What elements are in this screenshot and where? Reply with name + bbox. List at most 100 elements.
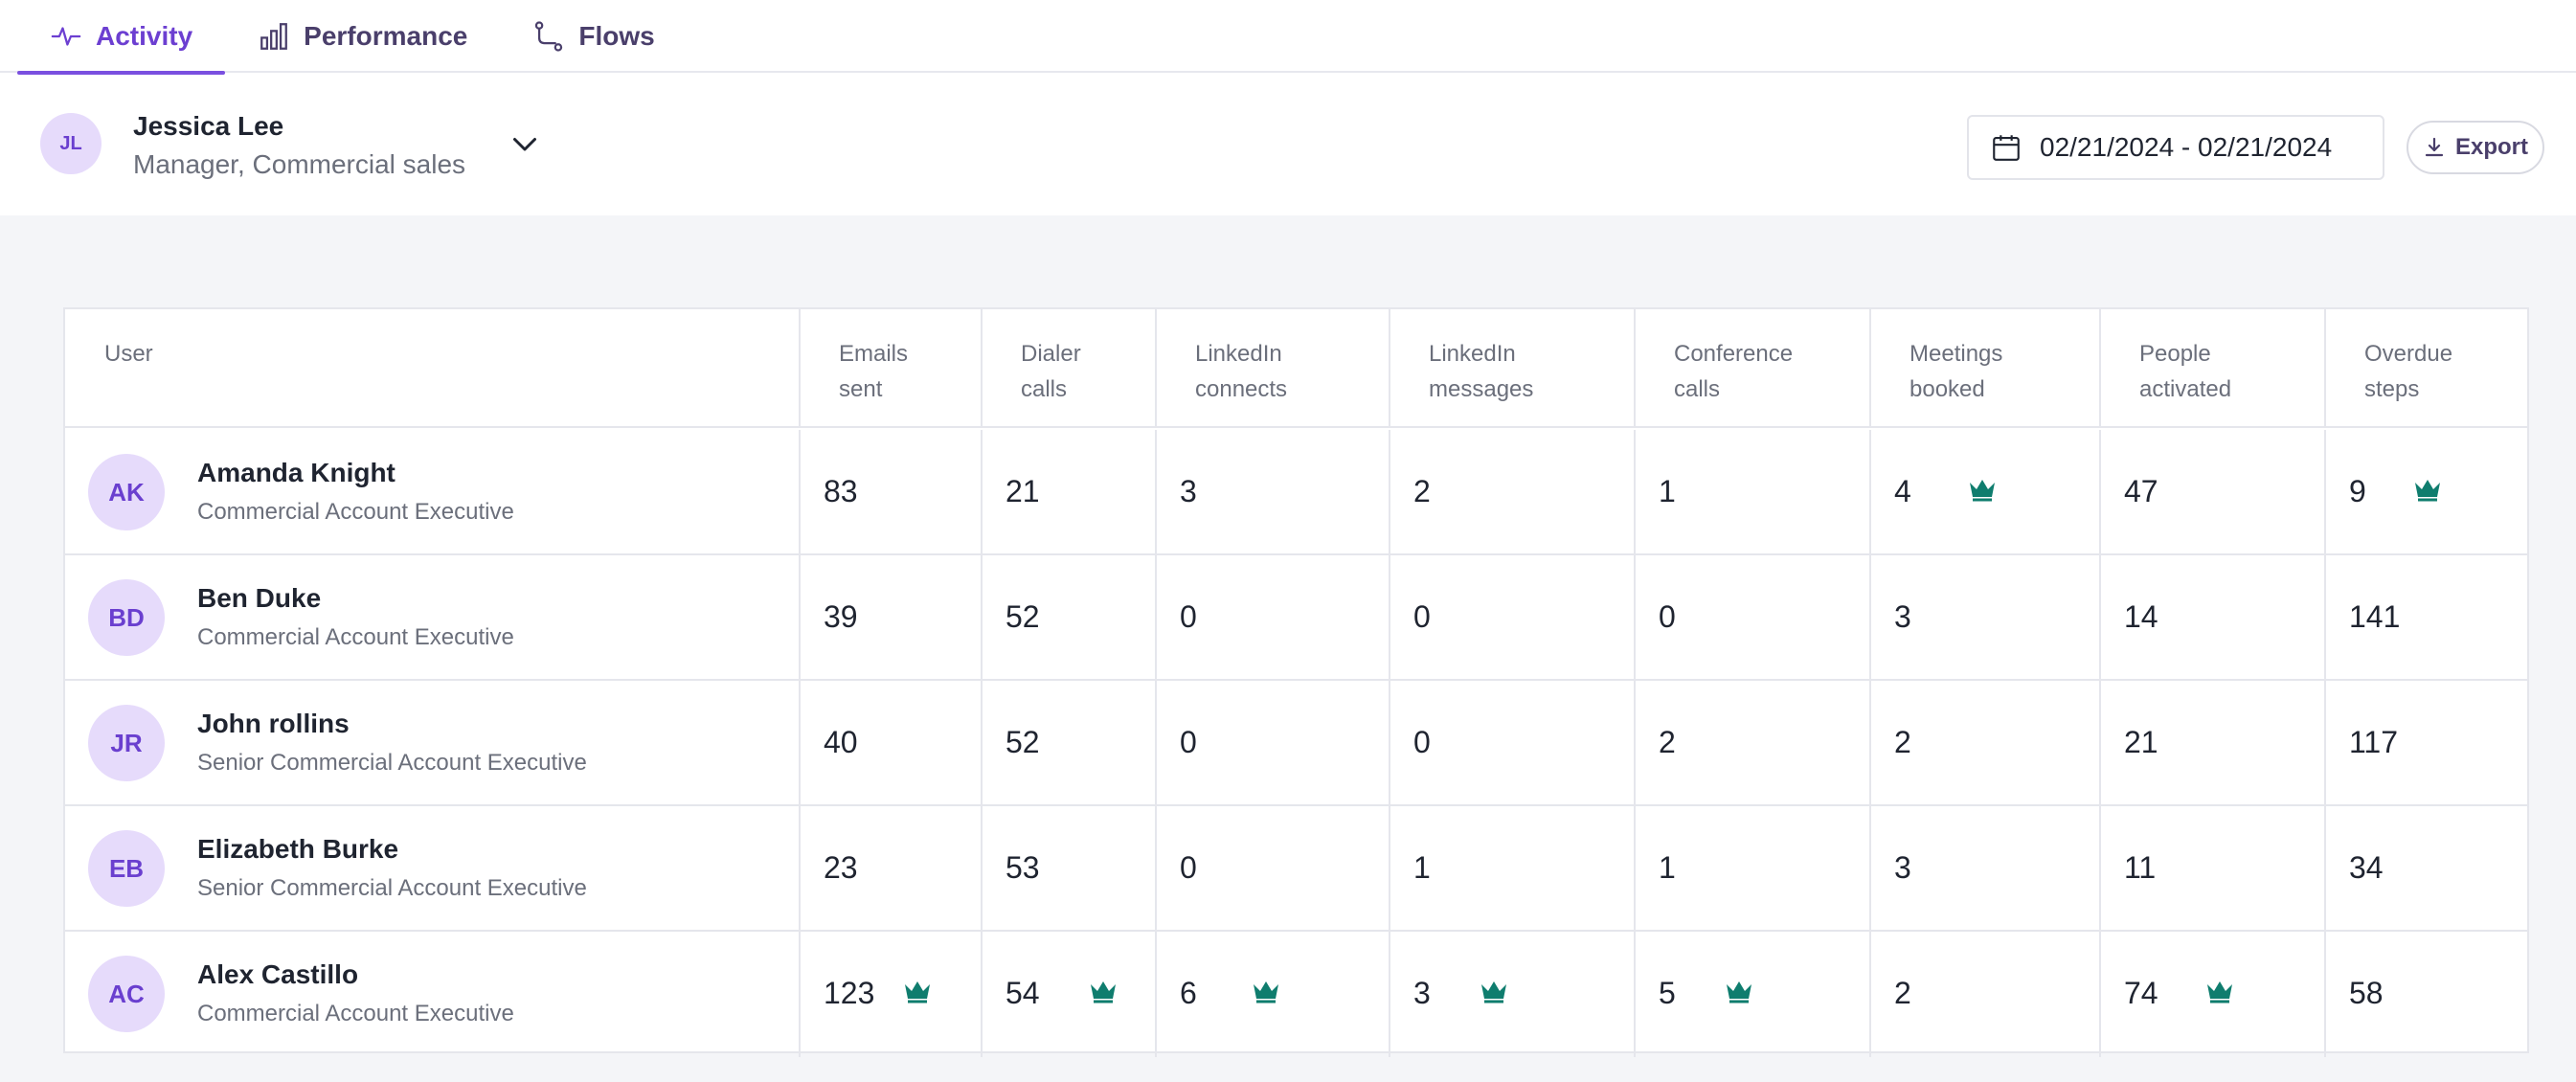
tab-label: Performance xyxy=(304,21,468,51)
tab-performance[interactable]: Performance xyxy=(225,0,500,73)
conference-calls-cell: 1 xyxy=(1636,430,1871,553)
crown-icon xyxy=(1970,480,1995,502)
user-cell: AC Alex Castillo Commercial Account Execut… xyxy=(65,932,801,1057)
crown-icon xyxy=(905,981,930,1003)
overdue-steps-cell: 141 xyxy=(2326,555,2527,679)
metric-value: 0 xyxy=(1180,725,1197,759)
table-row[interactable]: AC Alex Castillo Commercial Account Execut… xyxy=(65,932,2527,1057)
user-title: Commercial Account Executive xyxy=(197,624,514,650)
emails-sent-cell: 123 xyxy=(801,932,983,1057)
user-cell: BD Ben Duke Commercial Account Executive xyxy=(65,555,801,679)
user-cell: JR John rollins Senior Commercial Account … xyxy=(65,681,801,804)
metric-value: 2 xyxy=(1413,474,1431,508)
metric-value: 0 xyxy=(1180,850,1197,885)
conference-calls-cell: 5 xyxy=(1636,932,1871,1057)
meetings-booked-cell: 3 xyxy=(1871,806,2101,930)
metric-value: 21 xyxy=(1006,474,1040,508)
metric-value: 21 xyxy=(2124,725,2158,759)
column-header-label: People activated xyxy=(2139,341,2232,402)
dialer-calls-cell: 52 xyxy=(983,555,1157,679)
metric-value: 3 xyxy=(1894,599,1911,634)
metric-value: 2 xyxy=(1894,976,1911,1010)
metric-value: 0 xyxy=(1413,725,1431,759)
avatar: BD xyxy=(88,579,165,656)
metric-value: 14 xyxy=(2124,599,2158,634)
crown-icon xyxy=(1254,981,1278,1003)
metric-value: 4 xyxy=(1894,474,1911,508)
user-title: Commercial Account Executive xyxy=(197,499,514,525)
linkedin-connects-cell: 0 xyxy=(1157,555,1390,679)
metric-value: 83 xyxy=(824,474,858,508)
column-header-label: User xyxy=(104,341,153,367)
column-header-user: User xyxy=(65,309,801,426)
emails-sent-cell: 39 xyxy=(801,555,983,679)
dialer-calls-cell: 52 xyxy=(983,681,1157,804)
date-range-value: 02/21/2024 - 02/21/2024 xyxy=(2040,132,2333,162)
user-title: Senior Commercial Account Executive xyxy=(197,750,587,776)
export-button[interactable]: Export xyxy=(2407,121,2544,174)
emails-sent-cell: 40 xyxy=(801,681,983,804)
chevron-down-icon[interactable] xyxy=(508,126,542,161)
column-header-label: Conference calls xyxy=(1674,341,1794,402)
crown-icon xyxy=(2207,981,2232,1003)
column-header-label: Dialer calls xyxy=(1021,341,1081,402)
dialer-calls-cell: 53 xyxy=(983,806,1157,930)
metric-value: 3 xyxy=(1180,474,1197,508)
metric-value: 3 xyxy=(1894,850,1911,885)
meetings-booked-cell: 3 xyxy=(1871,555,2101,679)
tab-flows[interactable]: Flows xyxy=(500,0,687,73)
column-header-label: Meetings booked xyxy=(1909,341,2003,402)
column-header-linkedin-connects: LinkedIn connects xyxy=(1157,309,1390,426)
linkedin-connects-cell: 6 xyxy=(1157,932,1390,1057)
linkedin-messages-cell: 0 xyxy=(1390,555,1636,679)
download-icon xyxy=(2425,137,2444,157)
column-header-emails-sent: Emails sent xyxy=(801,309,983,426)
crown-icon xyxy=(2415,480,2440,502)
current-user-role: Manager, Commercial sales xyxy=(133,149,466,179)
user-name[interactable]: Ben Duke xyxy=(197,583,322,613)
flow-icon xyxy=(535,21,563,52)
people-activated-cell: 47 xyxy=(2101,430,2326,553)
column-header-label: LinkedIn messages xyxy=(1429,341,1534,402)
tab-label: Flows xyxy=(578,21,655,51)
linkedin-connects-cell: 0 xyxy=(1157,681,1390,804)
column-header-linkedin-messages: LinkedIn messages xyxy=(1390,309,1636,426)
table-row[interactable]: BD Ben Duke Commercial Account Executive 39… xyxy=(65,555,2527,681)
metric-value: 9 xyxy=(2349,474,2366,508)
current-user-name: Jessica Lee xyxy=(133,111,284,141)
metric-value: 3 xyxy=(1413,976,1431,1010)
people-activated-cell: 21 xyxy=(2101,681,2326,804)
metric-value: 58 xyxy=(2349,976,2384,1010)
user-name[interactable]: Elizabeth Burke xyxy=(197,834,399,864)
user-name[interactable]: John rollins xyxy=(197,709,350,738)
linkedin-connects-cell: 3 xyxy=(1157,430,1390,553)
date-range-picker[interactable]: 02/21/2024 - 02/21/2024 xyxy=(1967,115,2384,180)
tab-label: Activity xyxy=(96,21,193,51)
tab-activity[interactable]: Activity xyxy=(17,0,226,75)
user-name[interactable]: Alex Castillo xyxy=(197,959,359,989)
top-bar: Activity Performance Flows JL Jessica Le… xyxy=(0,0,2576,215)
metric-value: 23 xyxy=(824,850,858,885)
table-row[interactable]: AK Amanda Knight Commercial Account Execut… xyxy=(65,430,2527,555)
overdue-steps-cell: 58 xyxy=(2326,932,2527,1057)
linkedin-connects-cell: 0 xyxy=(1157,806,1390,930)
metric-value: 1 xyxy=(1413,850,1431,885)
metric-value: 6 xyxy=(1180,976,1197,1010)
table-row[interactable]: JR John rollins Senior Commercial Account … xyxy=(65,681,2527,806)
user-selector-bar: JL Jessica Lee Manager, Commercial sales… xyxy=(0,75,2576,215)
linkedin-messages-cell: 1 xyxy=(1390,806,1636,930)
column-header-conference-calls: Conference calls xyxy=(1636,309,1871,426)
dialer-calls-cell: 54 xyxy=(983,932,1157,1057)
user-name[interactable]: Amanda Knight xyxy=(197,458,395,487)
metric-value: 0 xyxy=(1659,599,1676,634)
table-row[interactable]: EB Elizabeth Burke Senior Commercial Accou… xyxy=(65,806,2527,932)
metric-value: 34 xyxy=(2349,850,2384,885)
metric-value: 2 xyxy=(1659,725,1676,759)
meetings-booked-cell: 4 xyxy=(1871,430,2101,553)
metric-value: 74 xyxy=(2124,976,2158,1010)
overdue-steps-cell: 9 xyxy=(2326,430,2527,553)
people-activated-cell: 74 xyxy=(2101,932,2326,1057)
meetings-booked-cell: 2 xyxy=(1871,932,2101,1057)
metric-value: 1 xyxy=(1659,474,1676,508)
metric-value: 39 xyxy=(824,599,858,634)
